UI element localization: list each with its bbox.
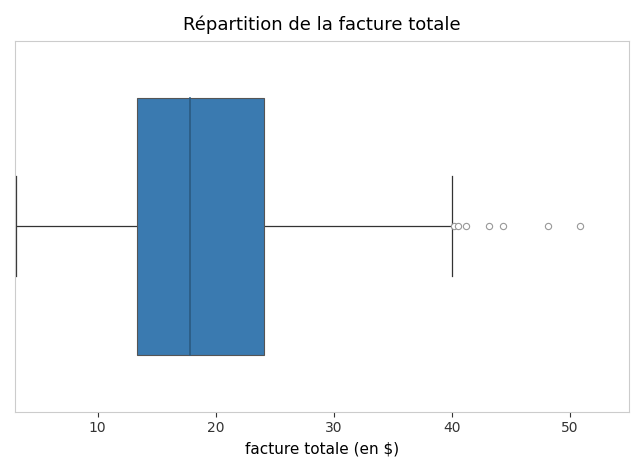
Bar bbox=[137, 97, 265, 355]
X-axis label: facture totale (en $): facture totale (en $) bbox=[245, 441, 399, 456]
Title: Répartition de la facture totale: Répartition de la facture totale bbox=[183, 15, 461, 33]
